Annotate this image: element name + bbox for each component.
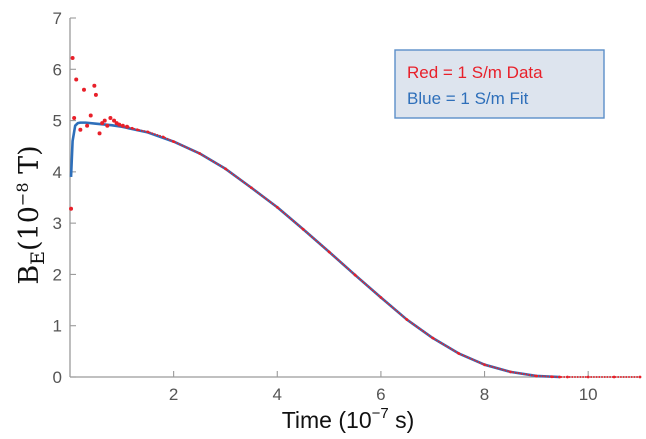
x-tick-label: 4: [273, 385, 282, 404]
x-tick-label: 6: [376, 385, 385, 404]
data-point: [74, 77, 79, 82]
y-label-prefix: (10: [14, 206, 45, 251]
y-tick-label: 2: [53, 265, 62, 284]
data-point: [93, 92, 98, 97]
data-point: [100, 121, 105, 126]
data-point: [550, 375, 554, 379]
y-tick-label: 3: [53, 214, 62, 233]
data-point: [85, 123, 90, 128]
data-point: [130, 126, 134, 130]
series-layer: [69, 56, 642, 379]
data-point: [405, 318, 409, 321]
data-point: [161, 135, 165, 139]
data-point: [172, 140, 176, 144]
y-label-exponent: −8: [13, 182, 32, 206]
data-point: [108, 116, 113, 121]
data-point: [586, 375, 590, 379]
data-point: [431, 336, 435, 340]
data-point: [353, 273, 357, 277]
data-point: [97, 131, 102, 136]
data-point: [509, 370, 512, 374]
data-point: [249, 186, 253, 190]
data-point: [105, 123, 110, 128]
data-point: [327, 250, 331, 254]
data-point: [92, 83, 97, 88]
x-tick-label: 2: [169, 385, 178, 404]
data-point: [457, 352, 461, 355]
legend-entry-data: Red = 1 S/m Data: [407, 63, 543, 82]
data-point: [146, 130, 150, 134]
y-tick-label: 6: [53, 60, 62, 79]
y-axis-label: BE(10−8 T): [13, 145, 49, 284]
y-label-base: B: [14, 265, 45, 285]
x-axis-label: Time (10−7 s): [282, 405, 415, 433]
data-point: [120, 123, 125, 128]
y-tick-label: 0: [53, 368, 62, 387]
y-tick-label: 1: [53, 317, 62, 336]
data-point: [81, 87, 86, 92]
legend: Red = 1 S/m Data Blue = 1 S/m Fit: [394, 49, 605, 119]
data-point: [566, 375, 569, 379]
data-point: [125, 124, 129, 129]
y-tick-label: 5: [53, 112, 62, 131]
y-label-subscript: E: [27, 251, 49, 265]
data-point: [558, 375, 562, 379]
data-point: [483, 363, 486, 367]
data-point: [301, 227, 305, 231]
x-label-suffix: s): [389, 407, 415, 433]
data-point: [275, 205, 279, 209]
data-trace: [122, 124, 640, 378]
data-point: [72, 116, 77, 121]
data-point: [379, 296, 383, 299]
x-ticks: 2 4 6 8 10: [169, 371, 598, 404]
y-ticks: 0 1 2 3 4 5 6 7: [53, 9, 76, 387]
x-tick-label: 8: [480, 385, 489, 404]
data-point: [88, 113, 93, 118]
y-tick-label: 4: [53, 163, 62, 182]
fit-line: [69, 121, 560, 379]
data-point: [70, 56, 75, 60]
data-point: [135, 128, 139, 132]
data-point: [69, 206, 74, 211]
data-point: [117, 122, 122, 127]
data-point: [534, 374, 538, 378]
data-point: [198, 151, 201, 155]
legend-box: [394, 49, 605, 119]
x-tick-label: 10: [579, 385, 598, 404]
data-point: [638, 375, 642, 379]
data-point: [224, 167, 227, 171]
data-point: [78, 127, 83, 132]
x-label-exponent: −7: [372, 405, 389, 422]
y-label-suffix: T): [14, 145, 45, 182]
x-label-prefix: Time (10: [282, 407, 372, 433]
data-point: [102, 118, 107, 123]
y-tick-label: 7: [53, 9, 62, 28]
data-point: [612, 375, 616, 379]
data-point: [112, 118, 117, 123]
legend-entry-fit: Blue = 1 S/m Fit: [407, 89, 529, 108]
